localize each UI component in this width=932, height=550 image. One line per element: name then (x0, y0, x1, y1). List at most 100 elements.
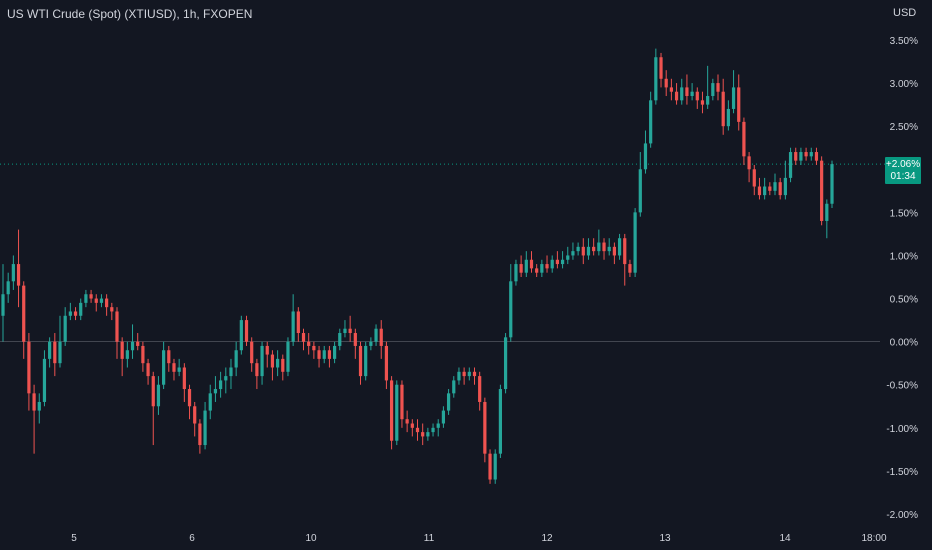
candle[interactable] (53, 333, 57, 377)
candle[interactable] (172, 358, 176, 381)
candle[interactable] (669, 78, 673, 101)
candle[interactable] (607, 238, 611, 256)
candle[interactable] (768, 182, 772, 196)
candle[interactable] (405, 410, 409, 433)
candle[interactable] (286, 337, 290, 377)
candle[interactable] (374, 324, 378, 346)
candle[interactable] (16, 229, 21, 308)
candle[interactable] (110, 302, 114, 321)
candle[interactable] (208, 384, 212, 420)
candle[interactable] (415, 419, 420, 441)
candle[interactable] (22, 281, 26, 359)
candle[interactable] (788, 147, 793, 183)
candle[interactable] (586, 238, 591, 260)
candle[interactable] (63, 307, 67, 346)
candle[interactable] (519, 255, 523, 277)
candle[interactable] (612, 242, 616, 265)
candle[interactable] (182, 363, 186, 402)
candle[interactable] (79, 298, 83, 321)
candle[interactable] (545, 255, 549, 273)
candle[interactable] (462, 367, 466, 385)
candle[interactable] (643, 130, 648, 174)
candle[interactable] (6, 272, 10, 303)
candle[interactable] (239, 315, 243, 355)
candle[interactable] (260, 341, 264, 385)
candle[interactable] (141, 341, 145, 372)
candle[interactable] (690, 83, 694, 101)
candle[interactable] (540, 259, 544, 277)
candle[interactable] (255, 358, 259, 390)
candle[interactable] (229, 358, 233, 390)
candle[interactable] (327, 345, 332, 368)
candle[interactable] (389, 376, 394, 450)
candle[interactable] (125, 341, 129, 368)
candle[interactable] (529, 251, 534, 273)
candle[interactable] (509, 264, 513, 342)
candle[interactable] (752, 164, 756, 196)
candle[interactable] (348, 315, 352, 342)
candle[interactable] (219, 371, 223, 398)
candle[interactable] (322, 345, 326, 364)
candle[interactable] (457, 367, 461, 385)
candle[interactable] (73, 307, 78, 321)
candle[interactable] (312, 341, 316, 359)
candle[interactable] (825, 199, 829, 239)
candle[interactable] (146, 358, 150, 385)
candle[interactable] (250, 337, 254, 372)
candle[interactable] (270, 350, 275, 381)
candle[interactable] (27, 333, 31, 411)
candle[interactable] (338, 328, 342, 351)
candle[interactable] (421, 423, 425, 446)
candle[interactable] (265, 341, 269, 368)
candle[interactable] (731, 70, 736, 114)
candle[interactable] (809, 147, 813, 161)
candle[interactable] (11, 255, 15, 290)
candle[interactable] (317, 345, 321, 368)
candle[interactable] (446, 389, 451, 415)
candle[interactable] (48, 337, 52, 368)
candle[interactable] (332, 341, 337, 364)
candle[interactable] (773, 173, 777, 196)
candle[interactable] (224, 367, 228, 394)
candle[interactable] (177, 358, 181, 377)
candle[interactable] (498, 384, 503, 458)
candle[interactable] (301, 328, 306, 351)
candle[interactable] (156, 376, 161, 415)
candle[interactable] (711, 78, 715, 101)
candle[interactable] (478, 371, 482, 411)
candle[interactable] (136, 333, 140, 351)
candle[interactable] (384, 341, 389, 390)
candle[interactable] (747, 152, 751, 183)
candle[interactable] (659, 52, 663, 88)
candle[interactable] (234, 341, 238, 377)
candle[interactable] (680, 78, 684, 105)
candle[interactable] (503, 333, 508, 394)
candle[interactable] (617, 233, 622, 260)
candle[interactable] (395, 380, 399, 446)
candle[interactable] (757, 177, 762, 200)
candle[interactable] (706, 65, 710, 109)
candle[interactable] (721, 78, 725, 135)
candle[interactable] (58, 315, 62, 368)
candle[interactable] (638, 152, 642, 217)
candle[interactable] (400, 380, 404, 428)
candle[interactable] (804, 147, 808, 161)
candle[interactable] (488, 449, 492, 484)
candle[interactable] (162, 341, 166, 390)
candle[interactable] (42, 350, 47, 407)
candle[interactable] (467, 367, 471, 381)
candle[interactable] (726, 100, 730, 131)
candle[interactable] (493, 449, 497, 484)
candle[interactable] (778, 177, 782, 200)
candle[interactable] (353, 328, 357, 359)
candle[interactable] (99, 294, 104, 308)
candle[interactable] (307, 333, 311, 355)
candle[interactable] (794, 147, 798, 165)
candle[interactable] (369, 337, 373, 351)
candle[interactable] (633, 208, 637, 277)
candle[interactable] (700, 91, 705, 114)
candle[interactable] (358, 341, 363, 385)
candle[interactable] (343, 320, 347, 338)
candle[interactable] (276, 350, 280, 377)
